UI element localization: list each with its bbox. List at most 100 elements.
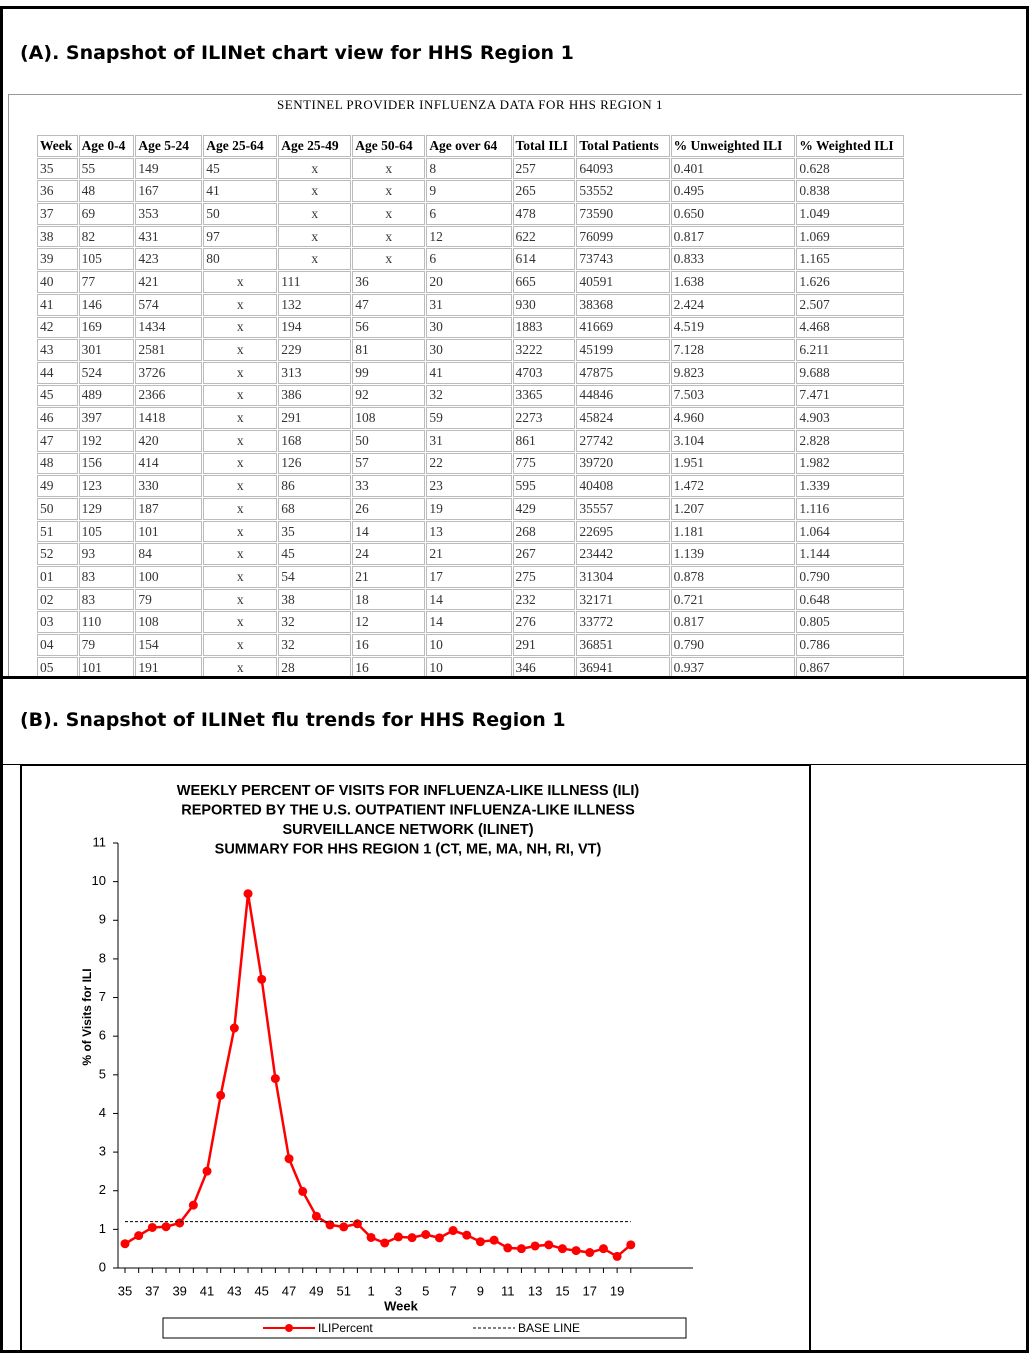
table-cell: 7.128 [670,339,796,361]
table-row: 37 69 353 50 x x 6 478 73590 0.650 1.049 [37,203,904,225]
table-cell: 38368 [576,293,670,316]
table-cell: 1.982 [796,452,904,475]
table-cell: 105 [78,520,135,543]
table-cell: 30 [426,316,512,339]
legend-marker [285,1324,293,1332]
table-cell: x [203,339,278,361]
table-cell: 2273 [512,407,576,429]
table-cell: 665 [512,271,576,293]
table-cell: 1.116 [796,498,904,520]
table-cell: 13 [426,520,512,543]
y-tick-label: 6 [99,1028,106,1043]
table-cell: 46 [37,407,78,429]
table-cell: 194 [278,316,352,339]
x-tick-label: 3 [395,1283,402,1298]
table-cell: 397 [78,407,135,429]
table-cell: x [203,271,278,293]
table-cell: 20 [426,271,512,293]
table-cell: 614 [512,248,576,271]
table-row: 38 82 431 97 x x 12 622 76099 0.817 1.069 [37,225,904,248]
table-cell: 23442 [576,543,670,566]
table-row: 49 123 330 x 86 33 23 595 40408 1.472 1.339 [37,475,904,497]
table-cell: x [203,588,278,611]
table-cell: 28 [278,656,352,676]
table-cell: 35 [278,520,352,543]
table-cell: 0.833 [670,248,796,271]
table-cell: 30 [426,339,512,361]
table-row: 39 105 423 80 x x 6 614 73743 0.833 1.165 [37,248,904,271]
table-cell: 1.165 [796,248,904,271]
header-cell: Age 5-24 [135,135,203,157]
table-cell: 27742 [576,429,670,452]
x-tick-label: 5 [422,1283,429,1298]
table-cell: x [278,157,352,180]
table-cell: 77 [78,271,135,293]
table-cell: 36851 [576,634,670,656]
table-row: 36 48 167 41 x x 9 265 53552 0.495 0.838 [37,180,904,203]
table-cell: 123 [78,475,135,497]
point [147,1222,157,1232]
y-tick-label: 5 [99,1066,106,1081]
y-tick-label: 1 [99,1221,106,1236]
header-cell: % Unweighted ILI [670,135,796,157]
table-cell: 2581 [135,339,203,361]
table-cell: 64093 [576,157,670,180]
table-cell: 41669 [576,316,670,339]
table-cell: 110 [78,611,135,634]
point [503,1243,513,1253]
table-cell: x [203,656,278,676]
table-cell: 0.401 [670,157,796,180]
table-cell: 36 [37,180,78,203]
point [448,1226,458,1236]
table-cell: 169 [78,316,135,339]
table-row: 04 79 154 x 32 16 10 291 36851 0.790 0.786 [37,634,904,656]
point [134,1231,144,1241]
table-cell: 31 [426,429,512,452]
point [339,1222,349,1232]
table-cell: 36941 [576,656,670,676]
table-cell: 47 [352,293,426,316]
table-cell: 03 [37,611,78,634]
table-cell: 2.424 [670,293,796,316]
y-tick-label: 3 [99,1144,106,1159]
panel-title: (B). Snapshot of ILINet flu trends for H… [20,709,566,731]
table-cell: 346 [512,656,576,676]
x-tick-label: 45 [254,1283,268,1298]
table-cell: x [352,180,426,203]
table-cell: 129 [78,498,135,520]
table-row: 03 110 108 x 32 12 14 276 33772 0.817 0.805 [37,611,904,634]
table-cell: 50 [352,429,426,452]
table-cell: 80 [203,248,278,271]
table-cell: 0.790 [796,566,904,588]
point [462,1230,472,1240]
x-tick-label: 13 [528,1283,542,1298]
chart-title: WEEKLY PERCENT OF VISITS FOR INFLUENZA-L… [177,783,640,799]
table-cell: 9.823 [670,361,796,384]
table-cell: 86 [278,475,352,497]
table-cell: 275 [512,566,576,588]
table-cell: 100 [135,566,203,588]
x-tick-label: 39 [172,1283,186,1298]
table-row: 52 93 84 x 45 24 21 267 23442 1.139 1.144 [37,543,904,566]
table-cell: 775 [512,452,576,475]
table-cell: 232 [512,588,576,611]
table-cell: 0.867 [796,656,904,676]
point [626,1240,636,1250]
table-row: 45 489 2366 x 386 92 32 3365 44846 7.503 7.471 [37,384,904,407]
point [216,1090,226,1100]
table-cell: 108 [352,407,426,429]
y-tick-label: 10 [92,873,106,888]
table-cell: x [203,634,278,656]
point [557,1244,567,1254]
table-cell: 10 [426,656,512,676]
table-cell: 32171 [576,588,670,611]
table-cell: 111 [278,271,352,293]
point [352,1219,362,1229]
table-cell: 574 [135,293,203,316]
table-cell: 3726 [135,361,203,384]
table-cell: x [203,452,278,475]
table-cell: 26 [352,498,426,520]
point [393,1232,403,1242]
table-cell: x [278,203,352,225]
